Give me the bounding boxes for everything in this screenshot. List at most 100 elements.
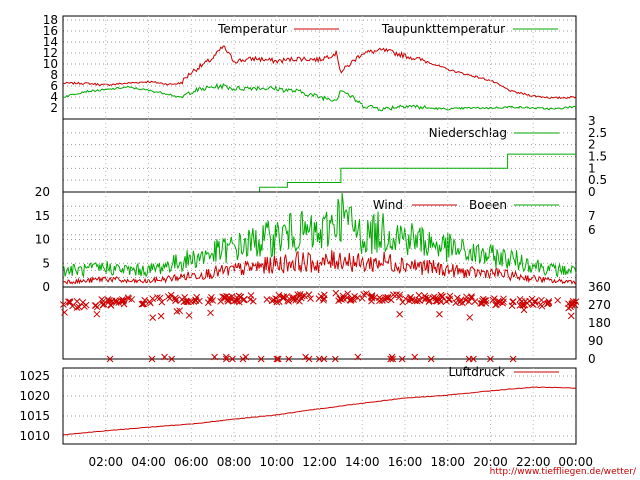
direction-marker [500, 298, 507, 306]
wind-y-tick-label: 15 [35, 209, 50, 223]
direction-marker [459, 299, 466, 307]
direction-marker [161, 353, 168, 361]
direction-y-tick-label: 90 [588, 334, 603, 348]
direction-marker [432, 294, 440, 302]
x-tick-label: 18:00 [430, 455, 465, 469]
direction-marker [411, 353, 419, 361]
wind-y-tick-label: 0 [42, 280, 50, 294]
legend-gust-label: Boeen [469, 198, 507, 212]
direction-marker [569, 297, 577, 305]
direction-marker [279, 294, 287, 302]
direction-marker [509, 355, 517, 363]
direction-y-tick-label: 180 [588, 316, 611, 330]
direction-marker [500, 295, 507, 303]
temp-y-tick-label: 8 [50, 68, 58, 82]
direction-marker [571, 301, 579, 309]
pressure-y-tick-label: 1015 [19, 409, 50, 423]
precip-y-tick-label: 3 [588, 114, 596, 128]
direction-marker [184, 298, 192, 306]
direction-marker [172, 294, 179, 302]
direction-marker [354, 353, 362, 361]
legend-temperature-label: Temperatur [217, 22, 287, 36]
direction-marker [154, 294, 161, 301]
direction-marker [388, 353, 396, 361]
temp-y-tick-label: 14 [43, 35, 58, 49]
direction-marker [481, 297, 488, 304]
direction-y-tick-label: 270 [588, 298, 611, 312]
precip-y-tick-label: 0 [588, 185, 596, 199]
direction-marker [73, 304, 81, 312]
direction-marker [492, 301, 499, 309]
legend-wind-label: Wind [373, 198, 403, 212]
direction-marker [302, 353, 309, 361]
direction-marker [446, 292, 454, 300]
direction-marker [452, 299, 460, 307]
direction-marker [520, 306, 528, 314]
direction-marker [257, 355, 265, 363]
direction-marker [305, 291, 313, 299]
direction-marker [120, 296, 127, 304]
direction-marker [185, 312, 193, 319]
direction-marker [107, 301, 114, 309]
x-tick-label: 08:00 [217, 455, 252, 469]
direction-marker [415, 296, 423, 304]
wind-y-tick-label: 20 [35, 185, 50, 199]
direction-marker [529, 301, 537, 308]
direction-y-tick-label: 0 [588, 352, 596, 366]
temp-y-tick-label: 10 [43, 57, 58, 71]
direction-marker [222, 355, 230, 363]
direction-marker [125, 295, 133, 303]
direction-marker [283, 293, 291, 300]
direction-marker [66, 298, 74, 305]
direction-marker [217, 298, 225, 305]
x-tick-label: 10:00 [259, 455, 294, 469]
direction-marker [192, 296, 199, 304]
precip-y-tick-label: 1.5 [588, 150, 607, 164]
direction-marker [320, 296, 327, 304]
direction-marker [149, 314, 157, 321]
direction-marker [242, 353, 250, 361]
direction-marker [290, 294, 297, 301]
direction-marker [209, 297, 217, 304]
direction-marker [138, 300, 146, 308]
direction-marker [339, 292, 347, 300]
direction-marker [432, 297, 440, 305]
precip-y-tick-label: 1 [588, 161, 596, 175]
direction-marker [268, 297, 276, 305]
direction-marker [436, 310, 443, 318]
direction-marker [331, 355, 339, 363]
temp-y-tick-label: 16 [43, 24, 58, 38]
direction-marker [443, 298, 450, 305]
direction-marker [382, 294, 389, 301]
direction-marker [531, 297, 539, 305]
legend-pressure-label: Luftdruck [448, 365, 505, 379]
wind-line [62, 250, 577, 285]
direction-marker [99, 301, 107, 309]
direction-marker [565, 300, 572, 308]
direction-marker [246, 296, 254, 303]
direction-marker [321, 291, 328, 299]
direction-marker [157, 312, 165, 320]
x-tick-label: 12:00 [302, 455, 337, 469]
direction-marker [273, 355, 281, 363]
direction-marker [489, 296, 497, 304]
direction-marker [231, 297, 238, 305]
direction-marker [389, 355, 396, 363]
direction-marker [146, 298, 153, 306]
precip-y-tick-label: 2.5 [588, 126, 607, 140]
temp-y-tick-label: 6 [50, 79, 58, 93]
direction-marker [453, 294, 461, 302]
direction-marker [396, 310, 403, 318]
direction-marker [93, 303, 101, 311]
direction-marker [167, 291, 175, 299]
direction-marker [225, 296, 232, 304]
direction-marker [395, 293, 403, 301]
legend-precip-label: Niederschlag [429, 126, 507, 140]
direction-marker [568, 301, 576, 309]
x-tick-label: 14:00 [345, 455, 380, 469]
direction-marker [141, 296, 149, 304]
direction-marker [389, 291, 397, 299]
direction-marker [427, 355, 435, 363]
direction-marker [296, 291, 304, 298]
